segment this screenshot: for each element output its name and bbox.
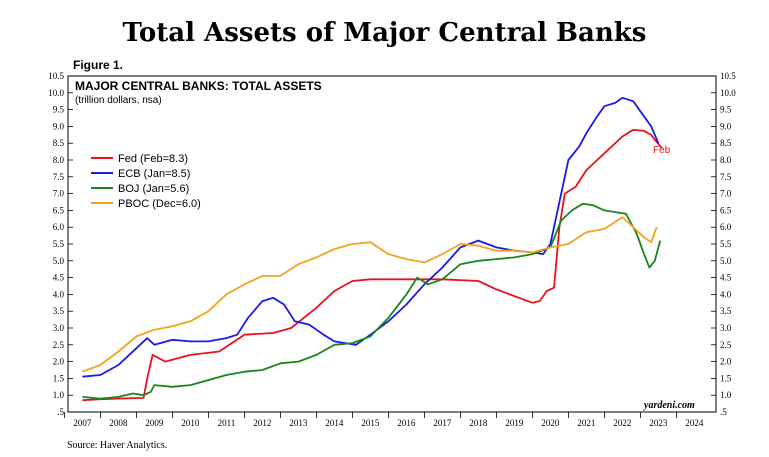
y-tick-label: 3.0 xyxy=(53,323,65,333)
y-tick-label: 5.5 xyxy=(53,239,65,249)
legend-label: Fed (Feb=8.3) xyxy=(118,153,188,165)
x-tick-label: 2020 xyxy=(541,418,560,428)
y-tick-label: 1.0 xyxy=(720,390,732,400)
y-tick-label: 2.0 xyxy=(720,357,732,367)
y-axis-right: .5 1.0 1.5 2.0 2.5 3.0 3.5 4.0 4.5 5.0 5.5 6.0 6.5 7.… xyxy=(711,71,736,417)
x-tick-label: 2014 xyxy=(325,418,344,428)
watermark: yardeni.com xyxy=(643,400,695,411)
y-tick-label: 2.5 xyxy=(720,340,732,350)
x-tick-label: 2021 xyxy=(577,418,595,428)
page-title: Total Assets of Major Central Banks xyxy=(122,18,647,48)
series-line xyxy=(82,128,663,402)
series-line xyxy=(82,216,658,373)
legend-label: BOJ (Jan=5.6) xyxy=(118,183,189,195)
x-tick-label: 2019 xyxy=(505,418,524,428)
x-tick-label: 2023 xyxy=(649,418,668,428)
x-tick-label: 2016 xyxy=(397,418,416,428)
y-tick-label: 3.5 xyxy=(720,306,732,316)
y-tick-label: 10.5 xyxy=(720,71,736,81)
source-note: Source: Haver Analytics. xyxy=(67,440,168,451)
y-tick-label: 1.5 xyxy=(53,373,65,383)
y-tick-label: 3.5 xyxy=(53,306,65,316)
y-tick-label: 8.0 xyxy=(720,155,732,165)
y-tick-label: 9.0 xyxy=(720,121,732,131)
x-axis: 2007 2008 2009 2010 2011 2012 2013 2014 2015 2016… xyxy=(64,412,704,428)
y-tick-label: 6.0 xyxy=(720,222,732,232)
y-tick-label: 3.0 xyxy=(720,323,732,333)
y-tick-label: 10.0 xyxy=(48,88,64,98)
y-tick-label: 4.5 xyxy=(720,273,732,283)
plot-frame xyxy=(67,75,717,413)
y-tick-label: 10.5 xyxy=(48,71,64,81)
legend: Fed (Feb=8.3) ECB (Jan=8.5) BOJ (Jan=5.6) P… xyxy=(91,153,201,210)
series-line xyxy=(82,96,660,378)
feb-annotation: Feb xyxy=(653,145,671,156)
y-tick-label: 9.0 xyxy=(53,121,65,131)
y-tick-label: 7.0 xyxy=(720,189,732,199)
y-tick-label: 7.0 xyxy=(53,189,65,199)
y-axis-left: .5 1.0 1.5 2.0 2.5 3.0 3.5 4.0 4.5 5.0 5.5 6.0 6.5 7.… xyxy=(48,71,73,417)
y-tick-label: 4.0 xyxy=(720,289,732,299)
y-tick-label: 5.0 xyxy=(53,256,65,266)
y-tick-label: 8.0 xyxy=(53,155,65,165)
y-tick-label: 9.5 xyxy=(53,105,65,115)
y-tick-label: 6.5 xyxy=(720,205,732,215)
y-tick-label: 4.5 xyxy=(53,273,65,283)
y-tick-label: 6.0 xyxy=(53,222,65,232)
y-tick-label: 7.5 xyxy=(53,172,65,182)
y-tick-label: 1.0 xyxy=(53,390,65,400)
chart-title: MAJOR CENTRAL BANKS: TOTAL ASSETS xyxy=(75,79,322,93)
y-tick-label: 8.5 xyxy=(720,138,732,148)
y-tick-label: 10.0 xyxy=(720,88,736,98)
legend-label: ECB (Jan=8.5) xyxy=(118,168,190,180)
series-lines xyxy=(82,96,663,402)
y-tick-label: 2.0 xyxy=(53,357,65,367)
x-tick-label: 2007 xyxy=(73,418,92,428)
y-tick-label: .5 xyxy=(57,407,64,417)
x-tick-label: 2009 xyxy=(145,418,164,428)
y-tick-label: 1.5 xyxy=(720,373,732,383)
y-tick-label: 6.5 xyxy=(53,205,65,215)
chart-subtitle: (trillion dollars, nsa) xyxy=(75,95,162,106)
y-tick-label: 4.0 xyxy=(53,289,65,299)
x-tick-label: 2010 xyxy=(181,418,200,428)
y-tick-label: 9.5 xyxy=(720,105,732,115)
y-tick-label: 2.5 xyxy=(53,340,65,350)
x-tick-label: 2015 xyxy=(361,418,380,428)
x-tick-label: 2008 xyxy=(109,418,128,428)
figure-label: Figure 1. xyxy=(73,58,124,72)
y-tick-label: 5.0 xyxy=(720,256,732,266)
x-tick-label: 2012 xyxy=(253,418,271,428)
x-tick-label: 2024 xyxy=(685,418,704,428)
x-tick-label: 2013 xyxy=(289,418,308,428)
y-tick-label: 5.5 xyxy=(720,239,732,249)
legend-label: PBOC (Dec=6.0) xyxy=(118,198,201,210)
series-line xyxy=(82,202,662,400)
y-tick-label: .5 xyxy=(720,407,727,417)
x-tick-label: 2022 xyxy=(613,418,631,428)
y-tick-label: 7.5 xyxy=(720,172,732,182)
x-tick-label: 2017 xyxy=(433,418,452,428)
x-tick-label: 2011 xyxy=(218,418,236,428)
x-tick-label: 2018 xyxy=(469,418,488,428)
y-tick-label: 8.5 xyxy=(53,138,65,148)
